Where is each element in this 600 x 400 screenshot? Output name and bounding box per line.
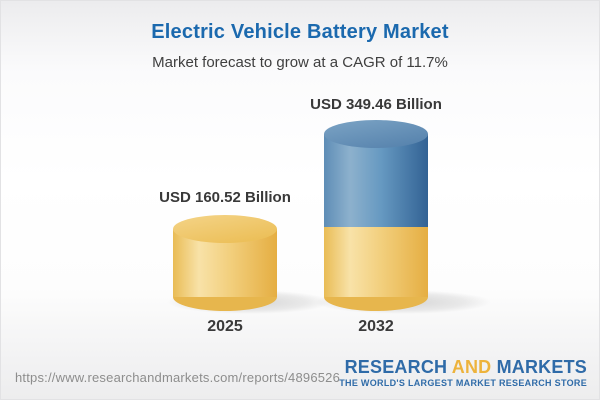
report-url: https://www.researchandmarkets.com/repor… xyxy=(15,370,341,385)
brand-logo: RESEARCH AND MARKETS THE WORLD'S LARGEST… xyxy=(339,358,587,388)
logo-word-and: AND xyxy=(451,357,492,377)
bar-2025-cylinder xyxy=(167,215,331,314)
category-label-2032: 2032 xyxy=(358,318,394,335)
logo-word-markets: MARKETS xyxy=(496,357,587,377)
category-label-2025: 2025 xyxy=(207,318,243,335)
brand-logo-wordmark: RESEARCH AND MARKETS xyxy=(339,358,587,376)
bar-2032-cylinder xyxy=(315,120,491,314)
chart-subtitle: Market forecast to grow at a CAGR of 11.… xyxy=(152,54,448,71)
chart-title: Electric Vehicle Battery Market xyxy=(151,21,449,43)
logo-word-research: RESEARCH xyxy=(344,357,448,377)
brand-tagline: THE WORLD'S LARGEST MARKET RESEARCH STOR… xyxy=(339,378,587,388)
value-label-2025: USD 160.52 Billion xyxy=(159,189,291,206)
value-label-2032: USD 349.46 Billion xyxy=(310,96,442,113)
